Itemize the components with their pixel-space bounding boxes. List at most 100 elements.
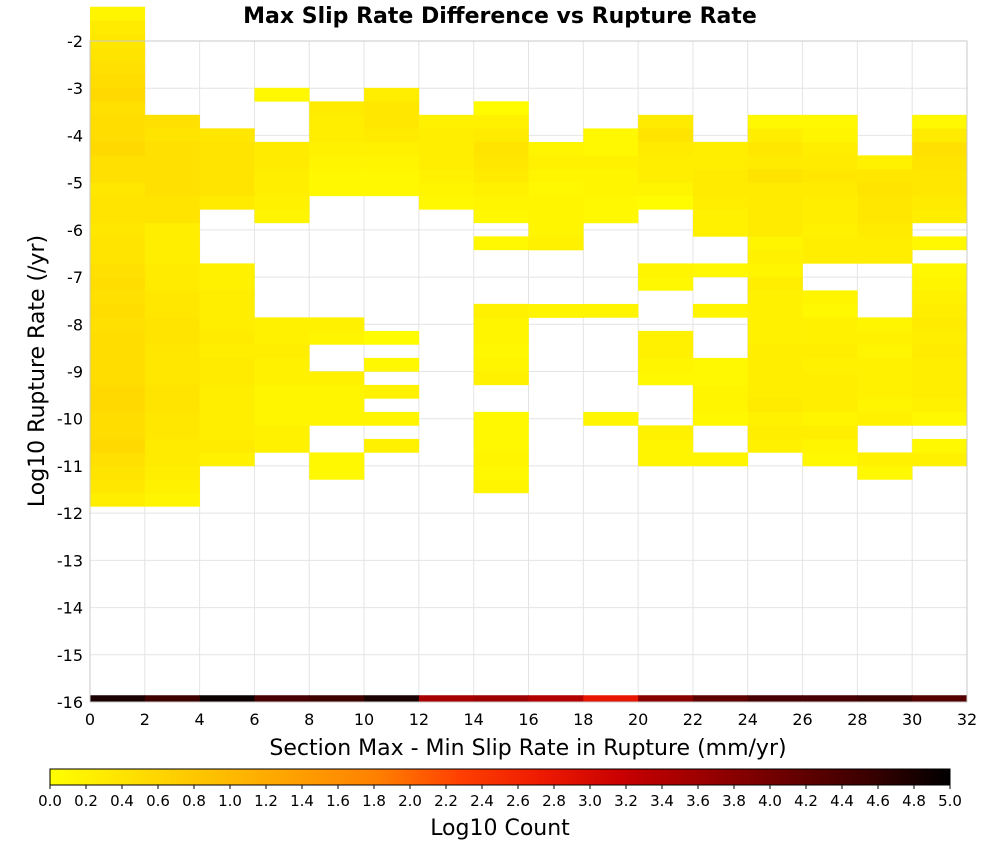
heatmap-cell — [802, 317, 858, 332]
heatmap-cell — [583, 195, 639, 210]
colorbar-tick-label: 3.8 — [722, 792, 746, 810]
heatmap-cell — [254, 344, 310, 359]
heatmap-cell — [309, 101, 365, 116]
heatmap-cell-bottom-row — [90, 695, 146, 702]
heatmap-cell — [802, 236, 858, 251]
heatmap-cell — [309, 465, 365, 480]
heatmap-cell — [364, 168, 420, 183]
heatmap-cell — [857, 357, 913, 372]
heatmap-cell — [90, 222, 146, 237]
y-axis-label: Log10 Rupture Rate (/yr) — [25, 235, 50, 507]
heatmap-cell — [802, 425, 858, 440]
colorbar-tick-label: 1.8 — [362, 792, 386, 810]
heatmap-cell — [90, 263, 146, 278]
heatmap-cell — [309, 411, 365, 426]
heatmap-cell — [199, 384, 255, 399]
heatmap-cell — [692, 398, 749, 413]
heatmap-cell — [309, 128, 365, 143]
heatmap-cell — [802, 371, 858, 386]
heatmap-cell — [638, 155, 694, 170]
heatmap-cell — [747, 290, 803, 305]
y-tick-label: -2 — [67, 32, 83, 51]
heatmap-cell — [912, 330, 968, 345]
heatmap-cell — [747, 222, 803, 237]
colorbar-ticks: 0.0 0.2 0.4 0.6 0.8 1.0 1.2 1.4 1.6 1.8 2.0 2.2 2.4 2… — [38, 785, 962, 810]
heatmap-cell-bottom-row — [309, 695, 365, 702]
heatmap-cell — [747, 114, 803, 129]
heatmap-cell — [638, 182, 694, 197]
heatmap-cell — [747, 384, 803, 399]
heatmap-cell — [90, 236, 146, 251]
heatmap-cell — [473, 155, 529, 170]
heatmap-cell — [912, 195, 968, 210]
heatmap-cell — [254, 182, 310, 197]
heatmap-cell — [364, 155, 420, 170]
heatmap-cell — [802, 290, 858, 305]
heatmap-cell — [90, 101, 146, 116]
colorbar-tick-label: 3.4 — [650, 792, 674, 810]
heatmap-cell — [90, 492, 146, 507]
heatmap-cell — [364, 411, 420, 426]
heatmap-cell — [857, 411, 913, 426]
heatmap-cell — [528, 155, 584, 170]
heatmap-cell — [144, 492, 200, 507]
heatmap-cell-bottom-row — [912, 695, 968, 702]
y-tick-label: -11 — [57, 457, 83, 476]
x-tick-label: 30 — [902, 710, 922, 729]
heatmap-cell — [144, 452, 200, 467]
heatmap-cell — [418, 182, 474, 197]
heatmap-cell — [90, 141, 146, 156]
heatmap-cell — [418, 128, 474, 143]
colorbar-tick-label: 1.6 — [326, 792, 350, 810]
colorbar-tick-label: 4.2 — [794, 792, 818, 810]
heatmap-cell — [857, 222, 913, 237]
heatmap-cell — [90, 425, 146, 440]
heatmap-cell — [144, 249, 200, 264]
heatmap-cell — [144, 330, 200, 345]
heatmap-cell — [144, 195, 200, 210]
heatmap-cell — [199, 425, 255, 440]
heatmap-cell — [473, 411, 529, 426]
heatmap-cell — [199, 276, 255, 291]
heatmap-cell — [309, 155, 365, 170]
heatmap-cell — [912, 182, 968, 197]
x-tick-label: 20 — [628, 710, 648, 729]
heatmap-cell-bottom-row — [254, 695, 310, 702]
heatmap-cell — [90, 74, 146, 89]
heatmap-cell — [199, 398, 255, 413]
heatmap-cell — [747, 128, 803, 143]
heatmap-cell — [309, 452, 365, 467]
heatmap-cell — [90, 398, 146, 413]
heatmap-cell-bottom-row — [418, 695, 474, 702]
y-tick-label: -6 — [67, 221, 83, 240]
heatmap-cell — [802, 357, 858, 372]
heatmap-cell — [90, 344, 146, 359]
colorbar-tick-label: 2.0 — [398, 792, 422, 810]
heatmap-cell — [90, 384, 146, 399]
heatmap-cell — [364, 357, 420, 372]
colorbar-tick-label: 3.2 — [614, 792, 638, 810]
y-tick-label: -7 — [67, 268, 83, 287]
heatmap-cell-bottom-row — [638, 695, 694, 702]
x-tick-label: 4 — [195, 710, 205, 729]
colorbar-tick-label: 0.8 — [182, 792, 206, 810]
heatmap-cell — [90, 357, 146, 372]
heatmap-cell — [90, 276, 146, 291]
heatmap-cell — [473, 168, 529, 183]
heatmap-cell — [364, 114, 420, 129]
heatmap-cell — [199, 168, 255, 183]
heatmap-cell — [144, 411, 200, 426]
heatmap-cell — [747, 155, 803, 170]
heatmap-cell — [528, 168, 584, 183]
heatmap-cell — [473, 425, 529, 440]
heatmap-cell — [473, 303, 529, 318]
heatmap-cell — [638, 195, 694, 210]
heatmap-cell — [857, 465, 913, 480]
x-tick-label: 6 — [249, 710, 259, 729]
heatmap-cell — [802, 182, 858, 197]
colorbar-tick-label: 0.4 — [110, 792, 134, 810]
heatmap-cell — [747, 236, 803, 251]
heatmap-cell — [473, 344, 529, 359]
heatmap-cell — [692, 357, 749, 372]
y-tick-label: -4 — [67, 126, 83, 145]
